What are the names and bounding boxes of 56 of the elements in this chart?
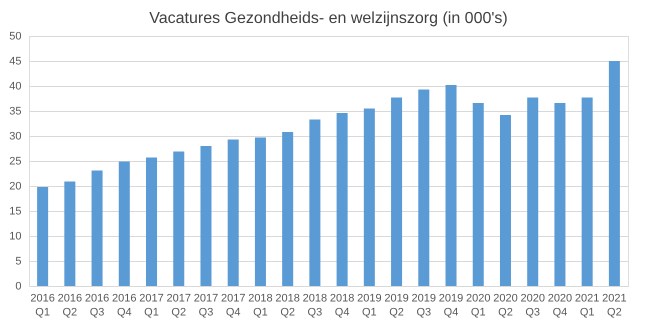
x-tick-label: 2017 Q3 [194, 292, 218, 318]
y-tick-label: 0 [15, 280, 22, 292]
bar [64, 182, 76, 286]
bar [472, 103, 484, 286]
y-tick-label: 15 [9, 206, 22, 218]
bar [254, 138, 266, 286]
bar [554, 103, 566, 286]
bar [173, 152, 184, 286]
x-tick-label: 2016 Q3 [84, 292, 110, 318]
bar [391, 98, 402, 286]
x-tick-label: 2020 Q3 [520, 292, 545, 318]
bar [418, 90, 430, 286]
x-tick-label: 2016 Q2 [58, 292, 82, 318]
x-tick-label: 2018 Q4 [330, 292, 354, 318]
y-tick-label: 40 [9, 80, 22, 92]
x-tick-label: 2019 Q2 [384, 292, 409, 318]
x-tick-label: 2019 Q4 [438, 292, 464, 318]
y-tick-label: 25 [9, 156, 22, 168]
x-tick-label: 2017 Q2 [166, 292, 191, 318]
bar [364, 108, 375, 286]
x-tick-label: 2019 Q3 [412, 292, 436, 318]
y-tick-label: 20 [9, 180, 22, 192]
x-tick-label: 2018 Q1 [248, 292, 273, 318]
x-tick-label: 2021 Q2 [602, 292, 627, 318]
bar [146, 158, 158, 286]
bar [37, 187, 48, 286]
bar [118, 162, 130, 286]
bar [200, 146, 212, 286]
x-tick-label: 2016 Q1 [30, 292, 55, 318]
y-tick-label: 30 [9, 130, 22, 142]
x-tick-label: 2018 Q3 [302, 292, 328, 318]
bar [336, 113, 348, 286]
y-tick-label: 10 [9, 230, 22, 242]
x-tick-label: 2021 Q1 [574, 292, 600, 318]
bar [282, 132, 294, 286]
chart-title: Vacatures Gezondheids- en welzijnszorg (in 000's) [149, 10, 508, 27]
x-tick-label: 2017 Q1 [139, 292, 164, 318]
bar [92, 170, 103, 286]
x-tick-label: 2016 Q4 [112, 292, 137, 318]
bar [527, 98, 538, 286]
bar [446, 85, 457, 286]
bar [228, 140, 239, 286]
bar [608, 61, 620, 286]
x-tick-label: 2017 Q4 [220, 292, 246, 318]
x-tick-label: 2020 Q1 [466, 292, 490, 318]
x-tick-label: 2020 Q4 [548, 292, 572, 318]
bar [309, 120, 320, 286]
x-tick-label: 2020 Q2 [493, 292, 518, 318]
x-tick-label: 2019 Q1 [357, 292, 382, 318]
y-tick-label: 35 [9, 106, 22, 118]
y-tick-label: 45 [9, 56, 22, 68]
x-tick-label: 2018 Q2 [275, 292, 300, 318]
y-tick-label: 5 [15, 256, 22, 268]
y-tick-label: 50 [9, 30, 22, 42]
bar [500, 115, 511, 286]
bar [582, 98, 593, 286]
